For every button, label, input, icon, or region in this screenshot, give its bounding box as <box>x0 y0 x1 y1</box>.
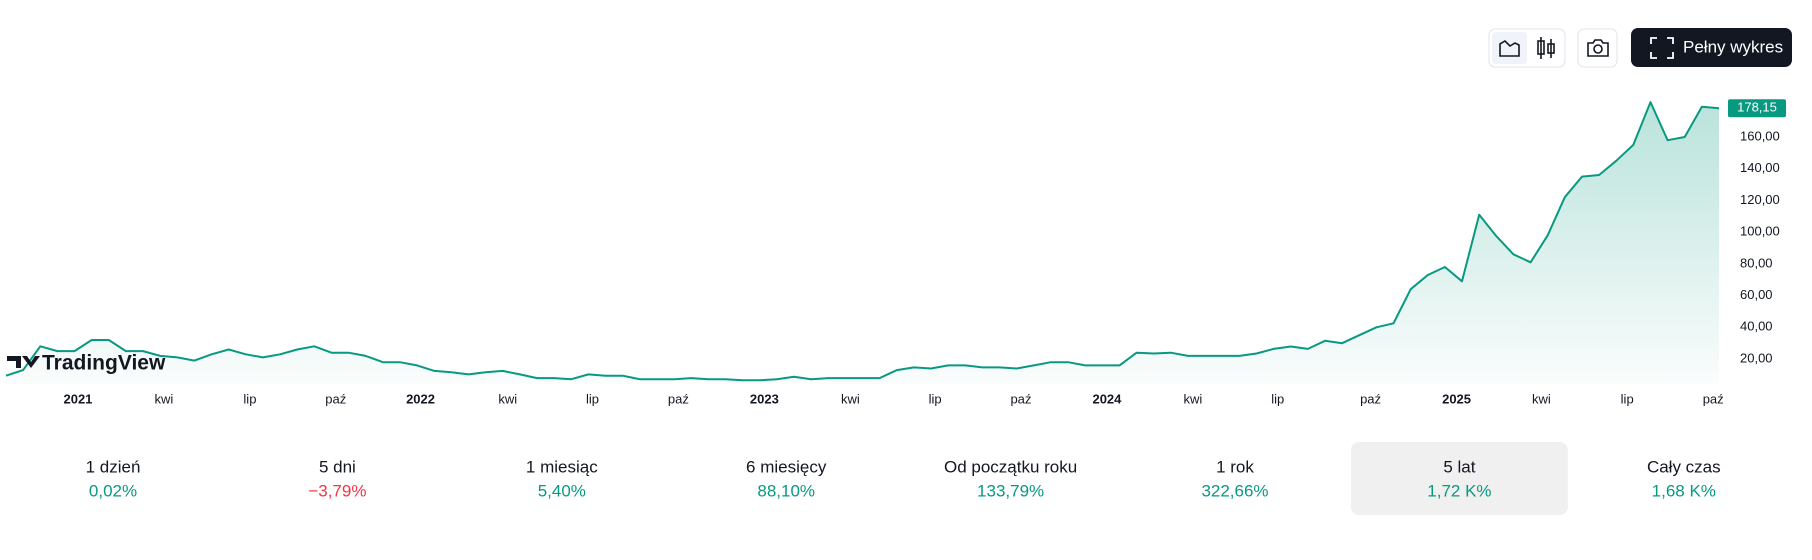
y-tick-label: 160,00 <box>1740 128 1780 143</box>
period-label[interactable]: 5 dni <box>319 457 356 476</box>
last-price-tag <box>1728 99 1786 118</box>
x-tick-label: 2024 <box>1092 391 1122 406</box>
period-change: 133,79% <box>977 481 1044 500</box>
x-tick-label: lip <box>1271 391 1284 406</box>
area-style-button[interactable] <box>1492 32 1527 64</box>
logo-text: TradingView <box>42 352 166 375</box>
y-tick-label: 60,00 <box>1740 287 1773 302</box>
periods: 1 dzień 0,02% 5 dni −3,79% 1 miesiąc 5,40% 6 m… <box>86 457 1721 500</box>
period-label[interactable]: 1 miesiąc <box>526 457 598 476</box>
period-label[interactable]: Cały czas <box>1647 457 1721 476</box>
price-line <box>5 101 1720 382</box>
x-tick-label: 2022 <box>406 391 435 406</box>
x-tick-label: lip <box>243 391 256 406</box>
fullscreen-icon <box>1650 37 1674 59</box>
x-tick-label: kwi <box>155 391 174 406</box>
y-tick-label: 100,00 <box>1740 224 1780 239</box>
period-change: −3,79% <box>308 481 366 500</box>
y-tick-label: 40,00 <box>1740 319 1773 334</box>
y-tick-label: 120,00 <box>1740 192 1780 207</box>
plot <box>5 101 1720 385</box>
x-tick-label: kwi <box>1184 391 1203 406</box>
x-tick-label: paź <box>668 391 689 406</box>
x-tick-label: paź <box>1703 391 1724 406</box>
screenshot-button[interactable] <box>1577 28 1618 68</box>
camera-icon <box>1587 39 1609 57</box>
period-label[interactable]: 1 rok <box>1216 457 1254 476</box>
x-tick-label: 2025 <box>1442 391 1471 406</box>
x-tick-label: paź <box>1010 391 1031 406</box>
x-tick-label: lip <box>929 391 942 406</box>
period-change: 88,10% <box>757 481 815 500</box>
period-change: 322,66% <box>1201 481 1268 500</box>
x-tick-label: 2023 <box>750 391 779 406</box>
period-label[interactable]: 1 dzień <box>86 457 141 476</box>
logo: TradingView <box>7 352 166 375</box>
candles-button[interactable] <box>1537 37 1555 59</box>
period-change: 1,68 K% <box>1652 481 1716 500</box>
period-change: 0,02% <box>89 481 137 500</box>
y-tick-label: 20,00 <box>1740 350 1773 365</box>
area-icon <box>1499 39 1520 57</box>
selected-period-bg <box>1350 442 1568 515</box>
y-tick-label: 140,00 <box>1740 160 1780 175</box>
period-label[interactable]: 5 lat <box>1443 457 1475 476</box>
x-tick-label: lip <box>1621 391 1634 406</box>
x-tick-label: 2021 <box>63 391 92 406</box>
y-tick-label: 80,00 <box>1740 255 1773 270</box>
period-change: 1,72 K% <box>1427 481 1491 500</box>
x-tick-label: kwi <box>498 391 517 406</box>
period-label[interactable]: 6 miesięcy <box>746 457 827 476</box>
period-change: 5,40% <box>538 481 586 500</box>
fullscreen-label: Pełny wykres <box>1683 37 1783 56</box>
x-tick-label: lip <box>586 391 599 406</box>
x-tick-label: paź <box>325 391 346 406</box>
last-price-label: 178,15 <box>1737 100 1777 115</box>
x-tick-label: kwi <box>841 391 860 406</box>
period-label[interactable]: Od początku roku <box>944 457 1077 476</box>
x-tick-label: kwi <box>1532 391 1551 406</box>
area-fill <box>6 102 1719 385</box>
x-tick-label: paź <box>1360 391 1381 406</box>
